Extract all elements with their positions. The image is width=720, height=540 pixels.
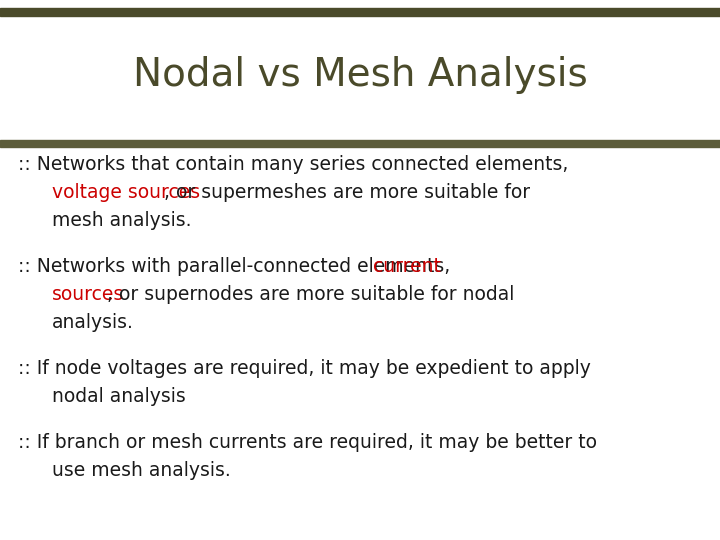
- Text: mesh analysis.: mesh analysis.: [52, 212, 192, 231]
- Text: analysis.: analysis.: [52, 314, 134, 333]
- Text: nodal analysis: nodal analysis: [52, 388, 186, 407]
- Text: :: Networks with parallel-connected elements,: :: Networks with parallel-connected elem…: [18, 258, 456, 276]
- Text: , or supermeshes are more suitable for: , or supermeshes are more suitable for: [164, 184, 530, 202]
- Text: , or supernodes are more suitable for nodal: , or supernodes are more suitable for no…: [107, 286, 514, 305]
- Text: :: If branch or mesh currents are required, it may be better to: :: If branch or mesh currents are requir…: [18, 434, 597, 453]
- Text: :: Networks that contain many series connected elements,: :: Networks that contain many series con…: [18, 156, 568, 174]
- Text: sources: sources: [52, 286, 125, 305]
- Text: voltage sources: voltage sources: [52, 184, 200, 202]
- Text: use mesh analysis.: use mesh analysis.: [52, 462, 230, 481]
- Text: :: If node voltages are required, it may be expedient to apply: :: If node voltages are required, it may…: [18, 360, 591, 379]
- Text: Nodal vs Mesh Analysis: Nodal vs Mesh Analysis: [132, 56, 588, 94]
- Text: current: current: [373, 258, 441, 276]
